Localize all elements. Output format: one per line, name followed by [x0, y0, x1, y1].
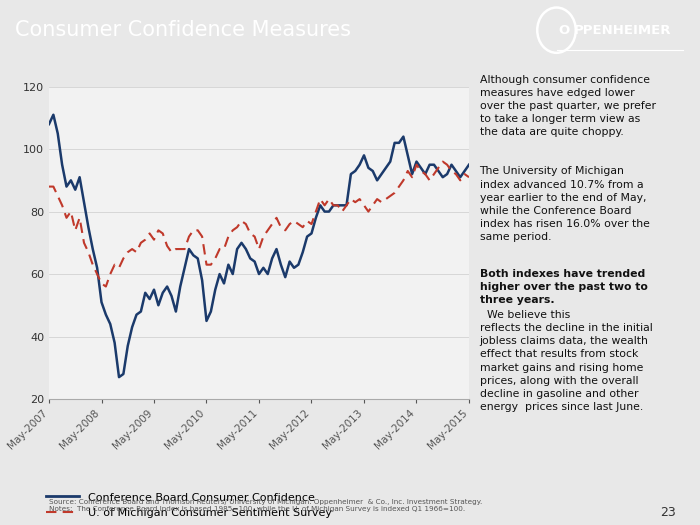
Text: Source: Conference Board and Thomson Reuters/ University of Michigan. Oppenheime: Source: Conference Board and Thomson Reu…: [49, 499, 482, 512]
Text: O: O: [559, 24, 570, 37]
Text: 23: 23: [659, 506, 676, 519]
Text: Although consumer confidence
measures have edged lower
over the past quarter, we: Although consumer confidence measures ha…: [480, 75, 655, 138]
Text: Both indexes have trended
higher over the past two to
three years.: Both indexes have trended higher over th…: [480, 269, 648, 305]
Text: The University of Michigan
index advanced 10.7% from a
year earlier to the end o: The University of Michigan index advance…: [480, 166, 650, 243]
Text: Consumer Confidence Measures: Consumer Confidence Measures: [15, 20, 351, 40]
Text: PPENHEIMER: PPENHEIMER: [574, 24, 671, 37]
Legend: Conference Board Consumer Confidence, U. of Michigan Consumer Sentiment Survey: Conference Board Consumer Confidence, U.…: [46, 492, 332, 518]
Text: We believe this
reflects the decline in the initial
jobless claims data, the wea: We believe this reflects the decline in …: [480, 310, 652, 412]
